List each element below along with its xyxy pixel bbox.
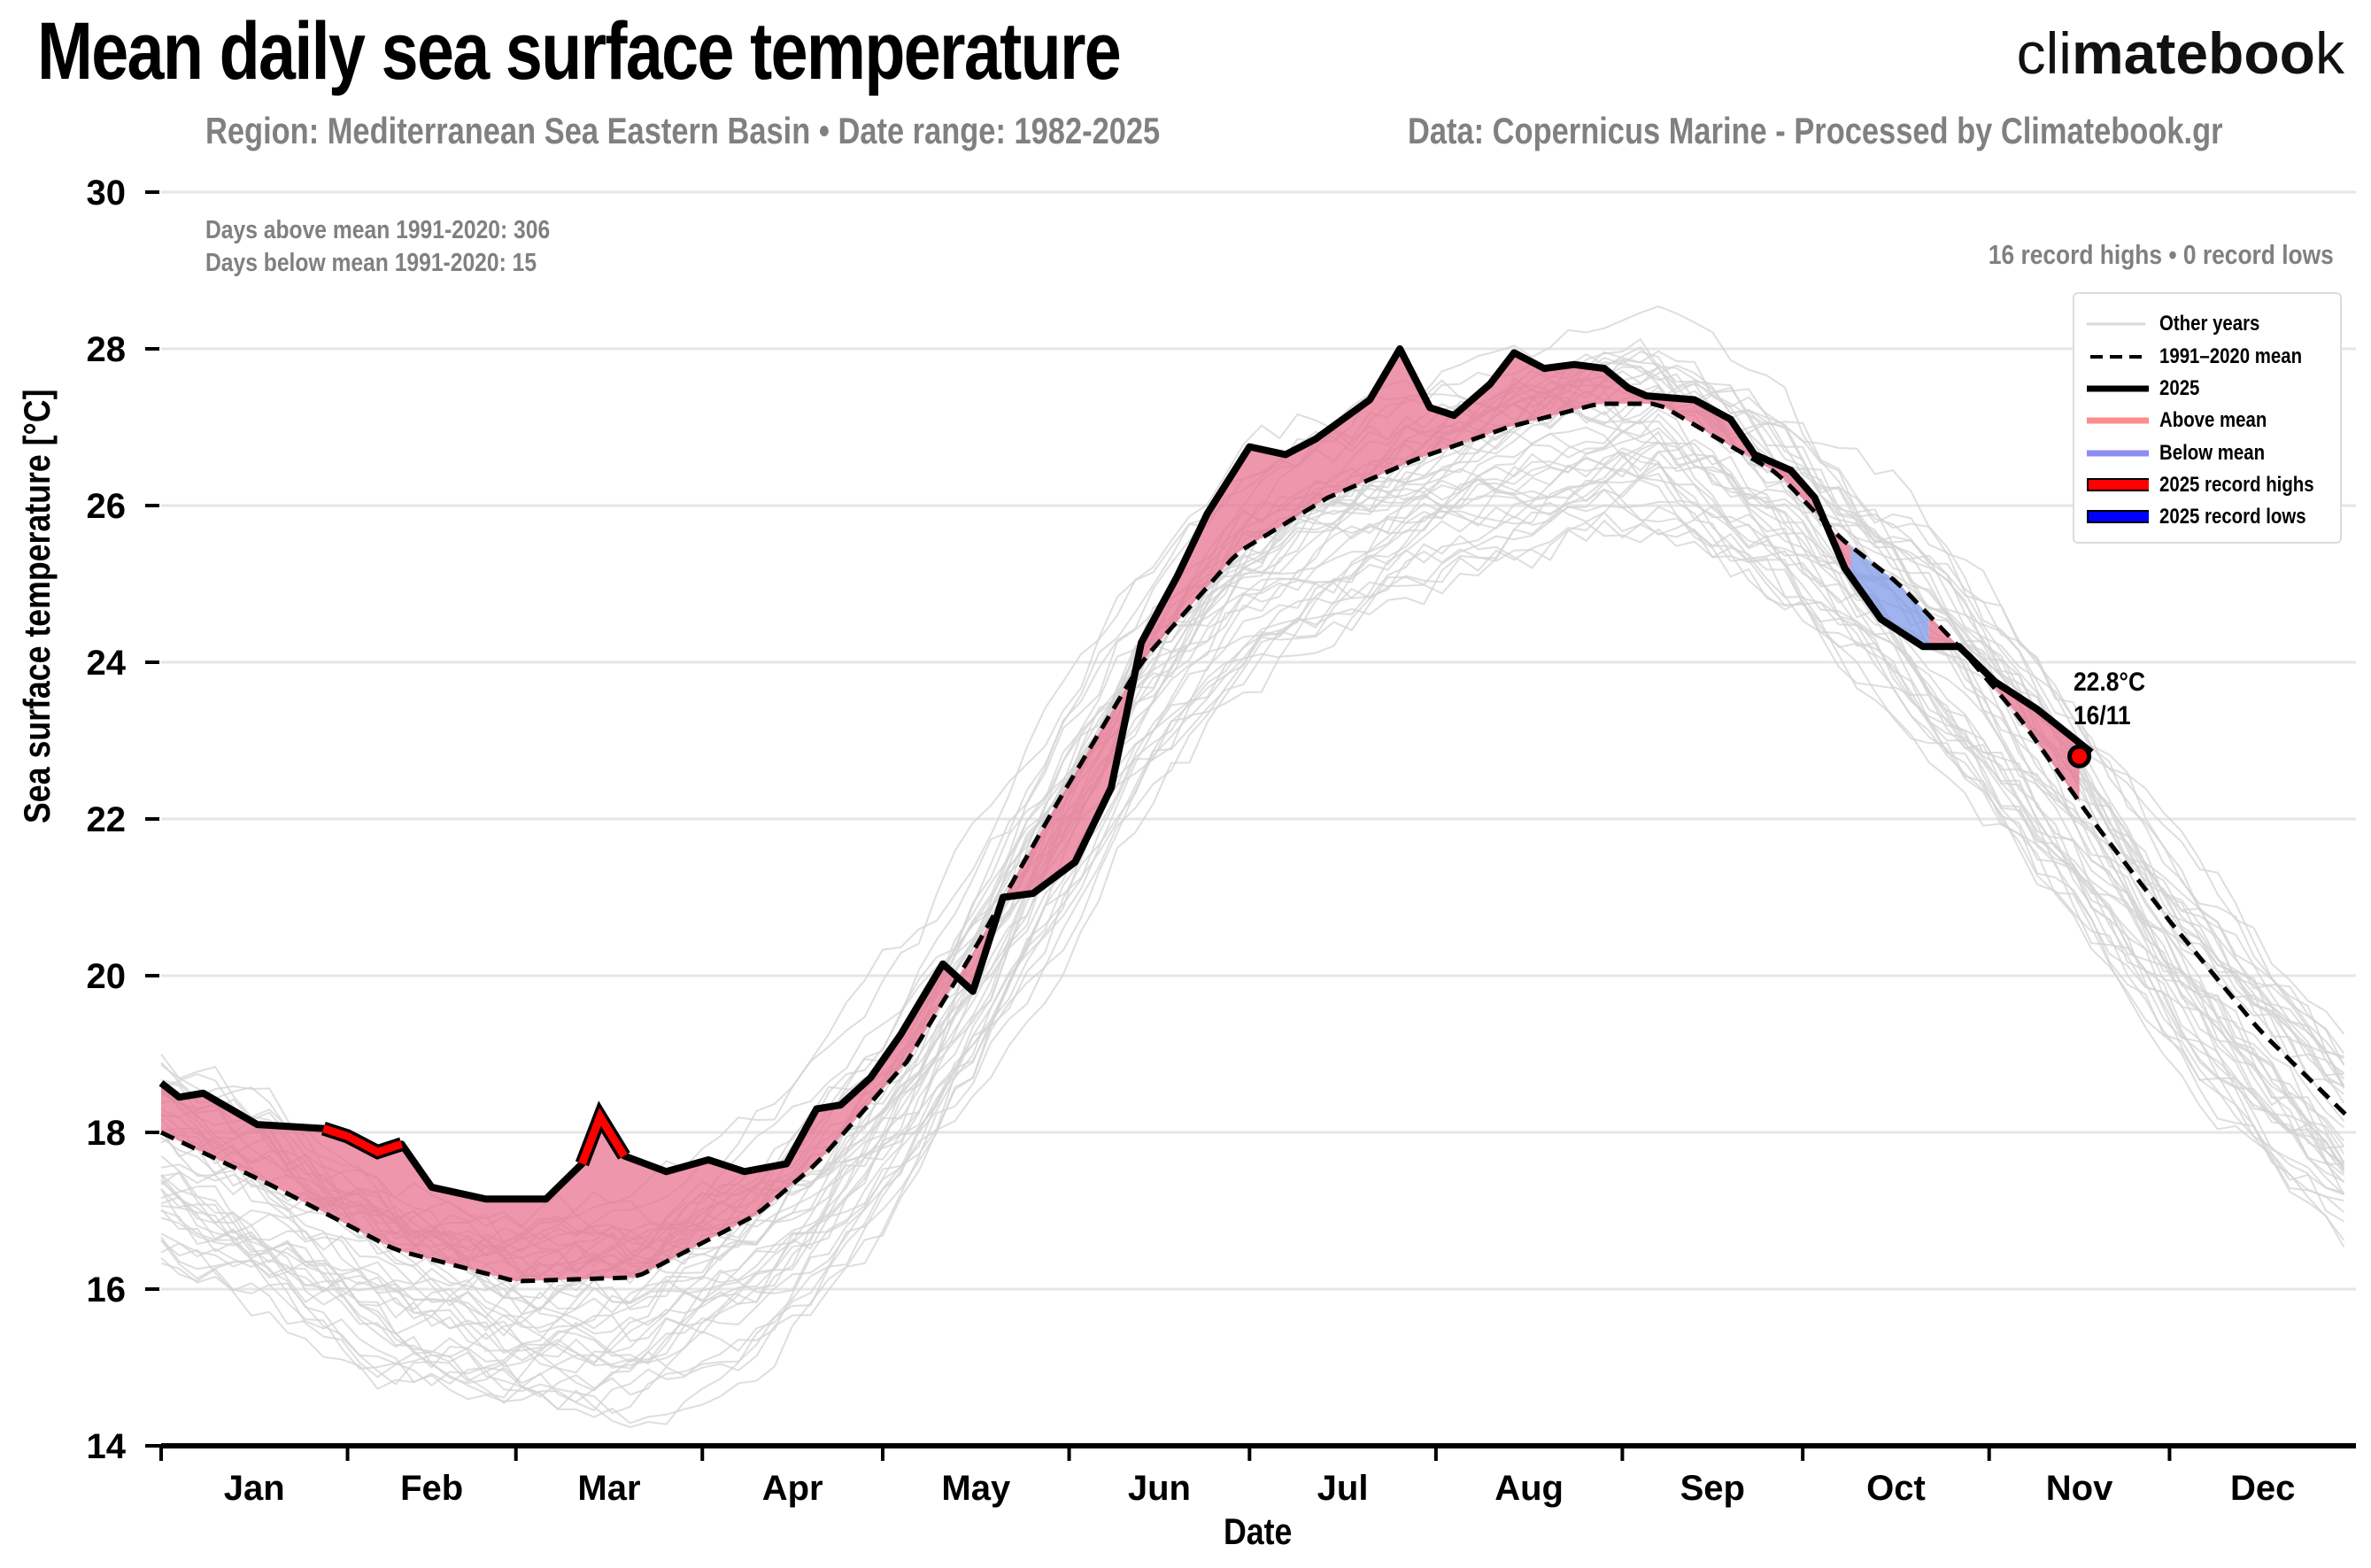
other-year-line	[160, 467, 2345, 1392]
last-point-date: 16/11	[2074, 701, 2131, 730]
other-year-line	[160, 452, 2344, 1369]
y-tick-label: 22	[87, 800, 127, 839]
x-tick-label: Feb	[400, 1469, 463, 1508]
legend-swatch-mean	[2090, 355, 2145, 359]
brand-logo: climatebook	[2017, 19, 2344, 87]
x-tick-label: Sep	[1680, 1469, 1745, 1508]
legend-label: Above mean	[2159, 408, 2267, 432]
line-2025-group	[158, 345, 2094, 1203]
x-tick-label: Jun	[1128, 1469, 1191, 1508]
x-tick-label: May	[941, 1469, 1011, 1508]
x-tick-label: Aug	[1494, 1469, 1564, 1508]
y-tick-label: 18	[87, 1114, 127, 1153]
last-point-group	[2067, 744, 2092, 769]
x-axis-label: Date	[1224, 1510, 1293, 1552]
record-counts: 16 record highs • 0 record lows	[1989, 239, 2334, 270]
legend-swatch-record-highs	[2087, 478, 2149, 491]
record-high-segment	[578, 1108, 628, 1166]
other-year-line	[160, 479, 2345, 1412]
anomaly-stats: Days above mean 1991-2020: 306 Days belo…	[205, 214, 550, 280]
y-axis-label: Sea surface temperature [°C]	[16, 389, 58, 823]
x-tick-label: Nov	[2046, 1469, 2113, 1508]
axes: 14 16 18 20 22 24 26 28 30 Jan Feb Mar Apr May Jun Jul A…	[87, 174, 2356, 1508]
legend: Other years 1991–2020 mean 2025 Above me…	[2073, 292, 2342, 544]
gridlines	[161, 190, 2356, 1291]
record-high-segment	[321, 1124, 404, 1156]
other-year-line	[160, 506, 2344, 1403]
last-point-annotation: 22.8°C 16/11	[2074, 666, 2145, 733]
legend-swatch-below-mean	[2087, 450, 2149, 457]
other-year-line	[160, 420, 2344, 1316]
chart-subtitle-region: Region: Mediterranean Sea Eastern Basin …	[205, 110, 1161, 151]
mean-line	[159, 401, 2352, 1284]
legend-item-below-mean: Below mean	[2087, 439, 2283, 467]
legend-swatch-above-mean	[2087, 417, 2149, 424]
days-below-mean: Days below mean 1991-2020: 15	[205, 249, 537, 277]
x-tick-label: Dec	[2230, 1469, 2295, 1508]
legend-label: 2025 record highs	[2159, 473, 2314, 497]
brand-logo-part: mateboo	[2071, 20, 2315, 86]
other-year-line	[160, 413, 2345, 1311]
below-mean-fill	[1850, 546, 1929, 647]
other-year-line	[160, 427, 2345, 1365]
y-tick-label: 24	[87, 644, 127, 683]
x-tick-label: Oct	[1866, 1469, 1926, 1508]
brand-logo-part: k	[2315, 20, 2344, 86]
above-mean-fill	[161, 349, 1851, 1282]
brand-logo-part: cli	[2016, 20, 2072, 86]
chart-title: Mean daily sea surface temperature	[37, 6, 1122, 97]
legend-label: Other years	[2159, 312, 2260, 336]
legend-label: 2025 record lows	[2159, 505, 2306, 529]
x-tick-label: Mar	[577, 1469, 640, 1508]
legend-item-other-years: Other years	[2087, 310, 2277, 338]
legend-swatch-other-years	[2087, 322, 2145, 326]
mean-line-group	[159, 401, 2352, 1284]
other-year-line	[160, 438, 2345, 1345]
other-year-line	[160, 511, 2344, 1425]
other-year-line	[160, 440, 2344, 1340]
legend-swatch-2025	[2087, 385, 2149, 392]
legend-label: 1991–2020 mean	[2159, 344, 2303, 368]
other-year-line	[160, 454, 2345, 1374]
legend-label: Below mean	[2159, 441, 2266, 465]
y-tick-label: 14	[87, 1427, 127, 1466]
legend-item-record-highs: 2025 record highs	[2087, 471, 2341, 499]
days-above-mean: Days above mean 1991-2020: 306	[205, 216, 551, 244]
legend-label: 2025	[2159, 376, 2200, 400]
x-tick-label: Jul	[1317, 1469, 1369, 1508]
last-point-value: 22.8°C	[2074, 668, 2146, 697]
y-tick-label: 26	[87, 487, 127, 526]
record-segments	[321, 1101, 630, 1167]
last-point-marker	[2067, 744, 2092, 769]
legend-item-mean: 1991–2020 mean	[2087, 343, 2328, 371]
y-tick-label: 16	[87, 1271, 127, 1309]
other-year-line	[160, 461, 2345, 1399]
legend-item-2025: 2025	[2087, 375, 2206, 403]
y-tick-label: 30	[87, 174, 127, 212]
x-tick-label: Apr	[762, 1469, 823, 1508]
x-tick-label: Jan	[224, 1469, 285, 1508]
legend-swatch-record-lows	[2087, 510, 2149, 523]
other-year-line	[160, 430, 2345, 1369]
other-year-line	[160, 454, 2345, 1363]
legend-item-above-mean: Above mean	[2087, 406, 2286, 435]
legend-item-record-lows: 2025 record lows	[2087, 503, 2332, 531]
chart-subtitle-source: Data: Copernicus Marine - Processed by C…	[1408, 110, 2223, 151]
y-tick-label: 20	[87, 957, 127, 996]
y-tick-label: 28	[87, 330, 127, 369]
line-2025	[158, 345, 2094, 1203]
